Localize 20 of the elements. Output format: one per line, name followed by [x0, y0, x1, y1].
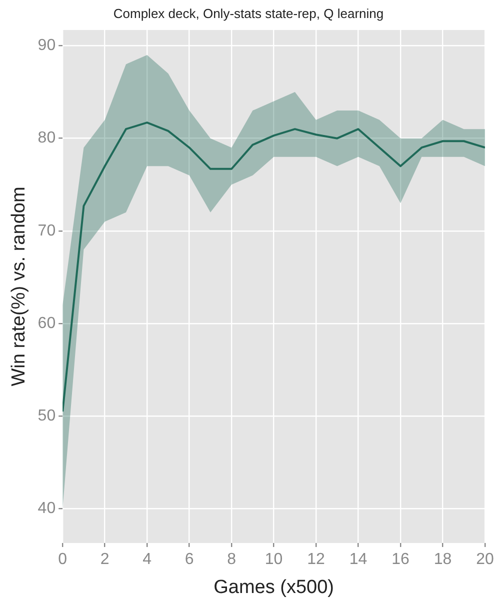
x-tick-label: 16 [392, 551, 410, 568]
y-tick-label: 60 [38, 314, 56, 332]
y-tick-label: 80 [38, 130, 56, 147]
x-tick-label: 6 [184, 551, 194, 568]
y-tick-label: 40 [38, 500, 56, 518]
x-tick-label: 20 [476, 551, 494, 568]
y-tick-label: 50 [38, 408, 56, 425]
x-tick-label: 0 [58, 551, 68, 568]
x-tick-label: 2 [100, 551, 110, 568]
x-tick-label: 4 [142, 551, 152, 568]
y-tick-label: 70 [38, 222, 56, 240]
x-tick-label: 10 [264, 551, 283, 568]
x-tick-label: 14 [349, 551, 368, 568]
x-tick-label: 18 [434, 551, 452, 568]
x-tick-label: 12 [307, 551, 326, 568]
chart-title: Complex deck, Only-stats state-rep, Q learning [112, 6, 385, 21]
x-tick-label: 8 [227, 551, 236, 568]
y-axis-title: Win rate(%) vs. random [8, 186, 30, 386]
y-tick-label: 90 [38, 37, 56, 54]
x-axis-title: Games (x500) [214, 576, 334, 598]
